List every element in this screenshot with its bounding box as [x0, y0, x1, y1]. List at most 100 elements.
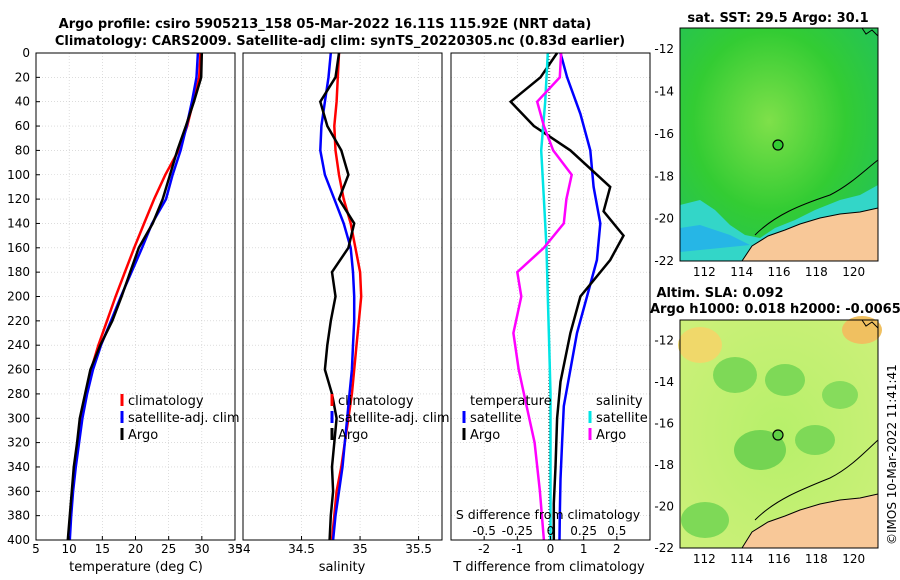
legend2-satellite-adj: satellite-adj. clim: [338, 411, 450, 426]
difference-s-label: S difference from climatology: [456, 507, 641, 522]
ytick-label: 280: [7, 387, 30, 401]
xtick-label: 10: [62, 542, 77, 556]
map-xtick-label: 116: [768, 265, 791, 279]
legend-argo: Argo: [128, 428, 158, 443]
xtick-label: 35: [352, 542, 367, 556]
ytick-label: 120: [7, 192, 30, 206]
map-ytick-label: -16: [654, 127, 674, 141]
map-ytick-label: -14: [654, 85, 674, 99]
map-xtick-label: 112: [693, 552, 716, 566]
series-t-argo: [508, 52, 626, 540]
legend3-t-satellite: satellite: [470, 411, 522, 426]
ytick-label: 400: [7, 533, 30, 547]
ytick-label: 240: [7, 338, 30, 352]
ytick-label: 100: [7, 168, 30, 182]
legend3-salinity-title: salinity: [596, 394, 643, 409]
stick-label: 0.5: [607, 524, 626, 538]
legend2-argo: Argo: [338, 428, 368, 443]
temperature-legend: climatology satellite-adj. clim Argo: [120, 394, 240, 443]
ytick-label: 200: [7, 290, 30, 304]
map-xtick-label: 118: [805, 265, 828, 279]
sst-map: sat. SST: 29.5 Argo: 30.1 -12 -14 -16 -18 -2…: [654, 11, 879, 279]
series-argo: [66, 52, 204, 541]
map-xtick-label: 120: [842, 265, 865, 279]
temperature-panel: 0 20 40 60 80 100 120 140 160 180 200 220 240 260 280 3…: [7, 46, 243, 575]
ytick-label: 40: [15, 95, 30, 109]
xtick-label: 0: [547, 542, 555, 556]
xtick-label: 25: [161, 542, 176, 556]
ytick-label: 180: [7, 265, 30, 279]
sla-map-title-2: Argo h1000: 0.018 h2000: -0.0065: [650, 302, 900, 317]
xtick-label: 34.5: [288, 542, 315, 556]
map-ytick-label: -12: [654, 42, 674, 56]
xtick-label: 5: [32, 542, 40, 556]
map-xtick-label: 118: [805, 552, 828, 566]
map-ytick-label: -14: [654, 375, 674, 389]
salinity-panel: 34 34.5 35 35.5 salinity climatology satell…: [235, 52, 450, 575]
xtick-label: 35.5: [405, 542, 432, 556]
sla-map: Altim. SLA: 0.092 Argo h1000: 0.018 h200…: [650, 286, 900, 566]
xtick-label: -1: [511, 542, 523, 556]
title-line-2: Climatology: CARS2009. Satellite-adj cli…: [55, 34, 625, 49]
salinity-legend: climatology satellite-adj. clim Argo: [330, 394, 450, 443]
xtick-label: 1: [580, 542, 588, 556]
map-ytick-label: -16: [654, 417, 674, 431]
xtick-label: -2: [478, 542, 490, 556]
map-ytick-label: -20: [654, 212, 674, 226]
ytick-label: 260: [7, 363, 30, 377]
map-xtick-label: 116: [768, 552, 791, 566]
stick-label: -0.5: [472, 524, 495, 538]
ytick-label: 320: [7, 436, 30, 450]
ytick-label: 60: [15, 119, 30, 133]
legend2-climatology: climatology: [338, 394, 414, 409]
stick-label: -0.25: [502, 524, 533, 538]
stick-label: 0: [547, 524, 555, 538]
salinity-xlabel: salinity: [319, 560, 366, 575]
map-ytick-label: -22: [654, 541, 674, 555]
xtick-label: 30: [194, 542, 209, 556]
xtick-label: 35: [227, 542, 242, 556]
ytick-label: 140: [7, 216, 30, 230]
xtick-label: 20: [128, 542, 143, 556]
map-ytick-label: -12: [654, 334, 674, 348]
ytick-label: 360: [7, 484, 30, 498]
series-t-satellite: [558, 52, 602, 541]
sst-map-title: sat. SST: 29.5 Argo: 30.1: [687, 11, 868, 26]
ytick-label: 0: [22, 46, 30, 60]
difference-panel: -2 -1 0 1 2 S difference from climatology -0…: [450, 52, 651, 575]
ytick-label: 300: [7, 411, 30, 425]
series-s-argo: [512, 52, 574, 541]
map-xtick-label: 120: [842, 552, 865, 566]
difference-t-xlabel: T difference from climatology: [452, 560, 645, 575]
legend3-temperature-title: temperature: [470, 394, 552, 409]
series-s-satellite: [539, 52, 552, 540]
map-ytick-label: -18: [654, 458, 674, 472]
map-xtick-label: 112: [693, 265, 716, 279]
stick-label: 0.25: [570, 524, 597, 538]
legend-climatology: climatology: [128, 394, 204, 409]
xtick-label: 2: [613, 542, 621, 556]
map-xtick-label: 114: [730, 265, 753, 279]
map-xtick-label: 114: [730, 552, 753, 566]
sla-map-title-1: Altim. SLA: 0.092: [657, 286, 784, 301]
temperature-xlabel: temperature (deg C): [69, 560, 203, 575]
ytick-label: 220: [7, 314, 30, 328]
ytick-label: 340: [7, 460, 30, 474]
map-ytick-label: -20: [654, 500, 674, 514]
series-argo: [318, 52, 356, 541]
legend3-t-argo: Argo: [470, 428, 500, 443]
difference-legend: temperature satellite Argo salinity sate…: [462, 394, 648, 443]
map-ytick-label: -18: [654, 169, 674, 183]
legend3-s-argo: Argo: [596, 428, 626, 443]
map-ytick-label: -22: [654, 254, 674, 268]
ytick-label: 20: [15, 70, 30, 84]
imos-stamp: ©IMOS 10-Mar-2022 11:41:41: [885, 364, 899, 545]
ytick-label: 380: [7, 509, 30, 523]
ytick-label: 160: [7, 241, 30, 255]
ytick-label: 80: [15, 143, 30, 157]
series-satellite-adj-clim: [319, 52, 356, 541]
title-line-1: Argo profile: csiro 5905213_158 05-Mar-2…: [59, 17, 592, 32]
xtick-label: 34: [235, 542, 250, 556]
series-satellite-adj-clim: [68, 52, 200, 541]
